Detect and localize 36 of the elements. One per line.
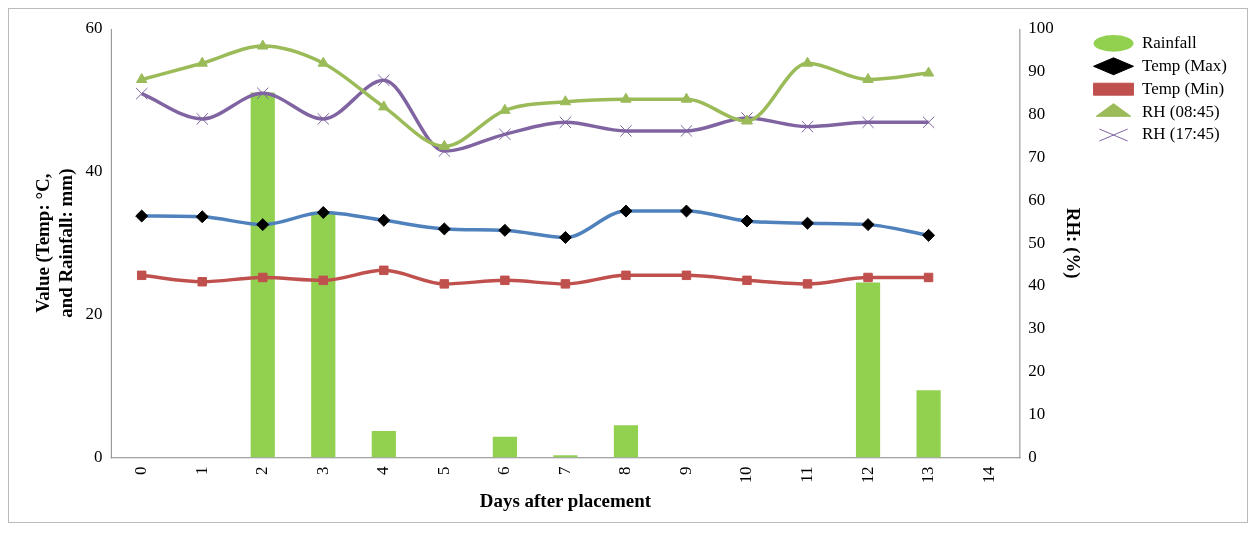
y2-tick-label: 20 [1028, 361, 1046, 381]
y2-tick-label: 30 [1028, 318, 1046, 338]
y2-tick-label: 60 [1028, 189, 1046, 209]
x-tick-label: 11 [796, 466, 816, 483]
legend-label: RH (17:45) [1141, 124, 1220, 144]
x-tick-label: 5 [433, 466, 453, 475]
y2-tick-label: 40 [1028, 275, 1046, 295]
x-tick-label: 0 [131, 466, 151, 475]
y2-tick-label: 90 [1028, 61, 1046, 81]
legend-label: Temp (Min) [1141, 78, 1225, 98]
x-tick-label: 13 [918, 466, 938, 484]
x-tick-label: 1 [191, 466, 211, 475]
x-tick-label: 9 [675, 466, 695, 475]
x-tick-label: 8 [615, 466, 635, 475]
x-tick-label: 14 [978, 465, 998, 484]
y2-tick-label: 100 [1028, 18, 1054, 38]
x-tick-label: 2 [252, 466, 272, 475]
y-axis-title: Value (Temp: °C, and Rainfall: mm) [32, 168, 78, 318]
legend-label: Rainfall [1141, 32, 1197, 52]
legend-label: Temp (Max) [1141, 55, 1227, 75]
y2-axis-title: RH: (%) [1062, 207, 1085, 279]
x-tick-label: 4 [373, 465, 393, 475]
x-tick-label: 12 [857, 466, 877, 484]
y2-tick-label: 80 [1028, 104, 1046, 124]
y2-tick-label: 10 [1028, 404, 1046, 424]
x-tick-label: 6 [494, 466, 514, 475]
y2-tick-label: 70 [1028, 146, 1046, 166]
x-tick-label: 7 [554, 466, 574, 475]
legend-label: RH (08:45) [1141, 101, 1220, 121]
y-tick-label: 60 [85, 18, 103, 38]
y-tick-label: 40 [85, 161, 103, 181]
y2-tick-label: 50 [1028, 232, 1046, 252]
x-tick-label: 3 [312, 466, 332, 475]
x-tick-label: 10 [736, 466, 756, 484]
x-axis-title: Days after placement [479, 489, 652, 511]
y-tick-label: 20 [85, 304, 103, 324]
